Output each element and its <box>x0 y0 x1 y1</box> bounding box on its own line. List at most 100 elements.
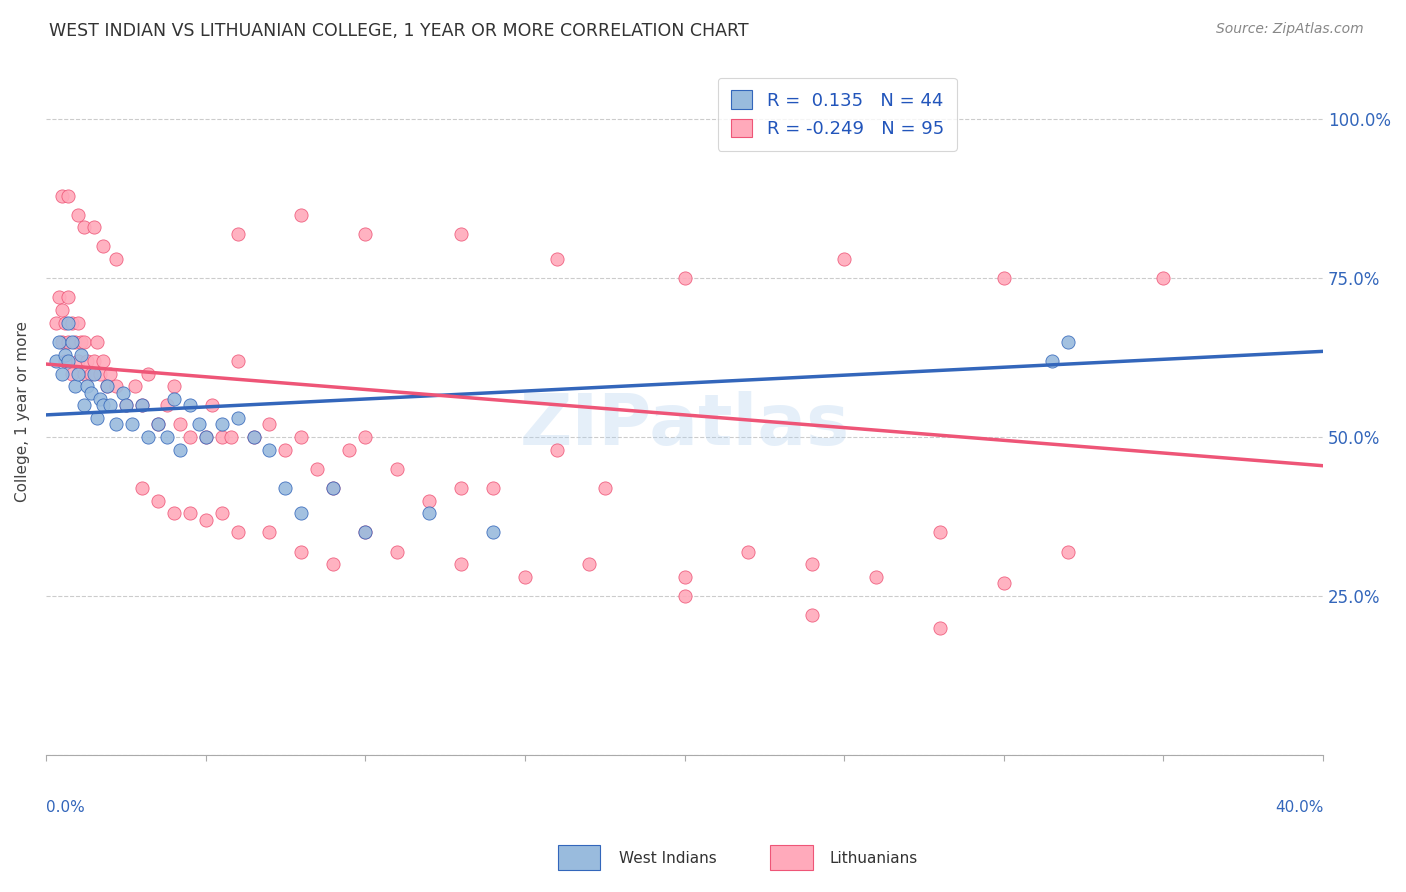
Point <box>66 316 89 330</box>
Point <box>105 252 128 267</box>
Point <box>156 398 179 412</box>
Point <box>929 525 952 540</box>
Point <box>211 430 233 444</box>
Point <box>354 227 377 241</box>
Point <box>337 442 360 457</box>
Point <box>63 334 86 349</box>
Point <box>53 347 76 361</box>
Point <box>322 558 344 572</box>
Point <box>114 398 136 412</box>
Point <box>242 430 264 444</box>
Point <box>482 525 505 540</box>
Point <box>66 367 89 381</box>
Point <box>156 430 179 444</box>
Point <box>274 481 297 495</box>
Point <box>131 481 153 495</box>
Point <box>163 507 186 521</box>
Point <box>226 411 249 425</box>
Point <box>53 354 76 368</box>
Point <box>73 334 96 349</box>
Text: Source: ZipAtlas.com: Source: ZipAtlas.com <box>1216 22 1364 37</box>
Point <box>546 252 568 267</box>
Point <box>578 558 600 572</box>
Point <box>211 417 233 432</box>
Point <box>58 290 80 304</box>
Y-axis label: College, 1 year or more: College, 1 year or more <box>15 321 30 502</box>
Point <box>179 430 201 444</box>
Point <box>993 271 1015 285</box>
Point <box>290 430 312 444</box>
Point <box>114 398 136 412</box>
Point <box>673 271 696 285</box>
Text: West Indians: West Indians <box>619 851 717 865</box>
Point <box>307 462 329 476</box>
Point <box>322 481 344 495</box>
Point <box>73 367 96 381</box>
Point <box>1040 354 1063 368</box>
Point <box>124 379 146 393</box>
Point <box>188 417 211 432</box>
Point <box>929 621 952 635</box>
Point <box>98 398 121 412</box>
Point <box>354 430 377 444</box>
Point <box>259 525 281 540</box>
Point <box>136 430 159 444</box>
Point <box>121 417 143 432</box>
Point <box>450 558 472 572</box>
Point <box>169 442 191 457</box>
Text: 40.0%: 40.0% <box>1275 799 1323 814</box>
Point <box>76 354 98 368</box>
Text: WEST INDIAN VS LITHUANIAN COLLEGE, 1 YEAR OR MORE CORRELATION CHART: WEST INDIAN VS LITHUANIAN COLLEGE, 1 YEA… <box>49 22 749 40</box>
Point <box>131 398 153 412</box>
Point <box>1153 271 1175 285</box>
Point <box>274 442 297 457</box>
Point <box>111 385 134 400</box>
Point <box>58 316 80 330</box>
Point <box>45 316 67 330</box>
Point <box>83 354 105 368</box>
Point <box>211 507 233 521</box>
Point <box>226 525 249 540</box>
Point <box>194 513 217 527</box>
Point <box>179 507 201 521</box>
Point <box>163 392 186 406</box>
Point <box>259 417 281 432</box>
Point <box>70 334 93 349</box>
Point <box>354 525 377 540</box>
Point <box>105 379 128 393</box>
Point <box>226 227 249 241</box>
Point <box>418 507 440 521</box>
Point <box>76 379 98 393</box>
Point <box>83 367 105 381</box>
Point <box>385 544 408 558</box>
Point <box>63 379 86 393</box>
Point <box>418 493 440 508</box>
Point <box>105 417 128 432</box>
Point <box>70 347 93 361</box>
Point <box>169 417 191 432</box>
Point <box>131 398 153 412</box>
Point <box>89 367 111 381</box>
Point <box>673 589 696 603</box>
Point <box>79 385 101 400</box>
Point <box>51 303 73 318</box>
Point <box>60 334 83 349</box>
Legend: R =  0.135   N = 44, R = -0.249   N = 95: R = 0.135 N = 44, R = -0.249 N = 95 <box>718 78 956 151</box>
Point <box>51 334 73 349</box>
Point <box>1056 544 1078 558</box>
Point <box>354 525 377 540</box>
Point <box>865 570 887 584</box>
Point <box>146 417 169 432</box>
Point <box>163 379 186 393</box>
Point <box>48 334 70 349</box>
Point <box>93 398 115 412</box>
Point <box>322 481 344 495</box>
Point <box>146 417 169 432</box>
Point <box>219 430 242 444</box>
Point <box>79 367 101 381</box>
Point <box>86 334 108 349</box>
Point <box>801 608 824 623</box>
Point <box>242 430 264 444</box>
Text: 0.0%: 0.0% <box>46 799 84 814</box>
Point <box>89 392 111 406</box>
